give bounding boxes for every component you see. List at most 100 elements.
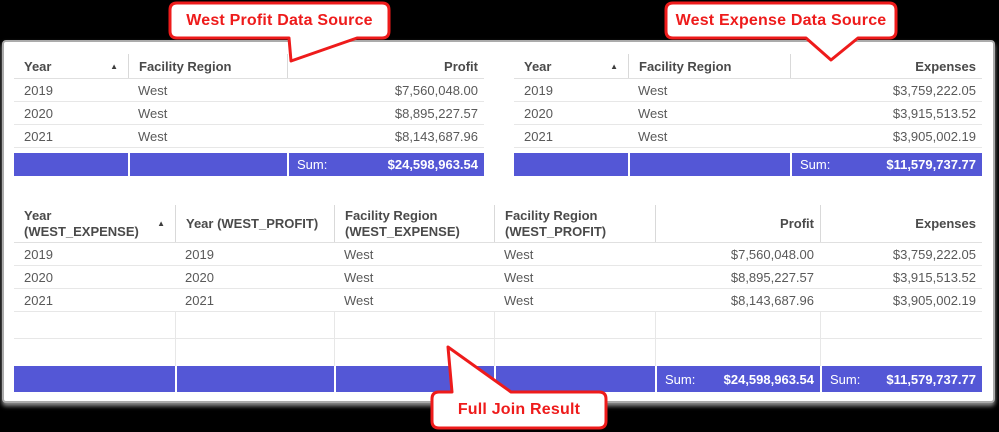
- sum-cell-empty: [514, 153, 628, 176]
- callout-label-profit-source: West Profit Data Source: [186, 11, 373, 29]
- column-header-label: Profit: [444, 58, 478, 74]
- table-row: 2020 2020 West West $8,895,227.57 $3,915…: [14, 266, 982, 289]
- sum-cell-empty: [128, 153, 287, 176]
- join-table-header-profit[interactable]: Profit: [655, 205, 820, 242]
- expense-table: Year ▲ Facility Region Expenses 2019 Wes…: [514, 54, 982, 148]
- cell-profit[interactable]: $8,895,227.57: [394, 105, 478, 121]
- profit-table-header-facility-region[interactable]: Facility Region: [128, 54, 287, 78]
- join-table-header-facility-region-west-expense[interactable]: Facility Region (WEST_EXPENSE): [334, 205, 494, 242]
- sum-value: $11,579,737.77: [886, 157, 976, 172]
- table-row: 2019 West $7,560,048.00: [14, 79, 484, 102]
- cell-profit[interactable]: $8,895,227.57: [730, 269, 814, 285]
- empty-cell: [175, 312, 334, 338]
- join-table-header-year-west-expense[interactable]: Year (WEST_EXPENSE) ▲: [14, 205, 175, 242]
- cell-facility-region-west-expense[interactable]: West: [344, 269, 374, 285]
- empty-cell: [334, 312, 494, 338]
- sort-ascending-icon: ▲: [157, 218, 165, 228]
- cell-expenses[interactable]: $3,915,513.52: [892, 105, 976, 121]
- cell-expenses[interactable]: $3,905,002.19: [892, 128, 976, 144]
- cell-facility-region-west-profit[interactable]: West: [504, 292, 534, 308]
- column-header-label: Expenses: [915, 215, 976, 231]
- column-header-label: Year (WEST_PROFIT): [186, 215, 319, 231]
- join-table-sum-row: Sum: $24,598,963.54 Sum: $11,579,737.77: [14, 366, 982, 392]
- cell-year-west-expense[interactable]: 2021: [24, 292, 53, 308]
- sum-cell-empty: [494, 366, 655, 392]
- cell-profit[interactable]: $8,143,687.96: [394, 128, 478, 144]
- column-header-label: Year: [24, 58, 52, 74]
- cell-year[interactable]: 2021: [24, 128, 53, 144]
- profit-table: Year ▲ Facility Region Profit 2019 West …: [14, 54, 484, 148]
- cell-expenses[interactable]: $3,759,222.05: [892, 82, 976, 98]
- expense-table-header-facility-region[interactable]: Facility Region: [628, 54, 790, 78]
- empty-cell: [494, 312, 655, 338]
- cell-facility-region-west-expense[interactable]: West: [344, 246, 374, 262]
- expense-table-sum-row: Sum: $11,579,737.77: [514, 153, 982, 176]
- cell-year-west-profit[interactable]: 2020: [185, 269, 214, 285]
- cell-facility-region[interactable]: West: [138, 105, 168, 121]
- empty-cell: [494, 339, 655, 366]
- sum-cell-empty: [628, 153, 790, 176]
- expense-table-header-expenses[interactable]: Expenses: [790, 54, 982, 78]
- cell-facility-region-west-profit[interactable]: West: [504, 246, 534, 262]
- column-header-label: Facility Region (WEST_PROFIT): [505, 207, 607, 239]
- empty-cell: [14, 312, 175, 338]
- table-row: 2021 West $8,143,687.96: [14, 125, 484, 148]
- sum-cell-empty: [14, 153, 128, 176]
- profit-table-header-year[interactable]: Year ▲: [14, 54, 128, 78]
- cell-profit[interactable]: $7,560,048.00: [394, 82, 478, 98]
- cell-year-west-profit[interactable]: 2019: [185, 246, 214, 262]
- sum-cell-empty: [175, 366, 334, 392]
- cell-year[interactable]: 2020: [524, 105, 553, 121]
- empty-row: [14, 339, 982, 366]
- sum-cell-expenses: Sum: $11,579,737.77: [820, 366, 982, 392]
- cell-expenses[interactable]: $3,759,222.05: [892, 246, 976, 262]
- cell-profit[interactable]: $7,560,048.00: [730, 246, 814, 262]
- sum-value: $11,579,737.77: [886, 371, 976, 387]
- column-header-label: Year (WEST_EXPENSE): [24, 207, 139, 239]
- sum-label: Sum:: [665, 371, 696, 387]
- profit-table-header-profit[interactable]: Profit: [287, 54, 484, 78]
- sum-cell-empty: [14, 366, 175, 392]
- table-row: 2021 West $3,905,002.19: [514, 125, 982, 148]
- sum-label: Sum:: [830, 371, 861, 387]
- table-row: 2019 2019 West West $7,560,048.00 $3,759…: [14, 243, 982, 266]
- sum-value: $24,598,963.54: [723, 371, 814, 387]
- join-table-header-facility-region-west-profit[interactable]: Facility Region (WEST_PROFIT): [494, 205, 655, 242]
- table-row: 2019 West $3,759,222.05: [514, 79, 982, 102]
- cell-expenses[interactable]: $3,905,002.19: [892, 292, 976, 308]
- join-table: Year (WEST_EXPENSE) ▲ Year (WEST_PROFIT)…: [14, 205, 982, 366]
- sum-cell-profit: Sum: $24,598,963.54: [655, 366, 820, 392]
- expense-table-header-year[interactable]: Year ▲: [514, 54, 628, 78]
- cell-facility-region[interactable]: West: [638, 82, 668, 98]
- cell-year[interactable]: 2020: [24, 105, 53, 121]
- sum-cell-expenses: Sum: $11,579,737.77: [790, 153, 982, 176]
- cell-year[interactable]: 2019: [24, 82, 53, 98]
- cell-profit[interactable]: $8,143,687.96: [730, 292, 814, 308]
- sum-label: Sum:: [800, 157, 831, 172]
- sort-ascending-icon: ▲: [110, 61, 118, 71]
- empty-cell: [655, 312, 820, 338]
- join-table-header-year-west-profit[interactable]: Year (WEST_PROFIT): [175, 205, 334, 242]
- cell-year-west-expense[interactable]: 2019: [24, 246, 53, 262]
- cell-year[interactable]: 2021: [524, 128, 553, 144]
- cell-year[interactable]: 2019: [524, 82, 553, 98]
- sum-cell-empty: [334, 366, 494, 392]
- cell-facility-region-west-expense[interactable]: West: [344, 292, 374, 308]
- cell-facility-region[interactable]: West: [638, 105, 668, 121]
- report-canvas: [2, 40, 995, 403]
- sum-label: Sum:: [297, 157, 328, 172]
- cell-year-west-profit[interactable]: 2021: [185, 292, 214, 308]
- sum-value: $24,598,963.54: [387, 157, 478, 172]
- cell-facility-region[interactable]: West: [138, 128, 168, 144]
- column-header-label: Facility Region: [139, 58, 232, 74]
- cell-facility-region[interactable]: West: [638, 128, 668, 144]
- column-header-label: Year: [524, 58, 552, 74]
- sort-ascending-icon: ▲: [610, 61, 618, 71]
- cell-facility-region[interactable]: West: [138, 82, 168, 98]
- column-header-label: Profit: [780, 215, 814, 231]
- cell-expenses[interactable]: $3,915,513.52: [892, 269, 976, 285]
- cell-year-west-expense[interactable]: 2020: [24, 269, 53, 285]
- cell-facility-region-west-profit[interactable]: West: [504, 269, 534, 285]
- join-table-header-expenses[interactable]: Expenses: [820, 205, 982, 242]
